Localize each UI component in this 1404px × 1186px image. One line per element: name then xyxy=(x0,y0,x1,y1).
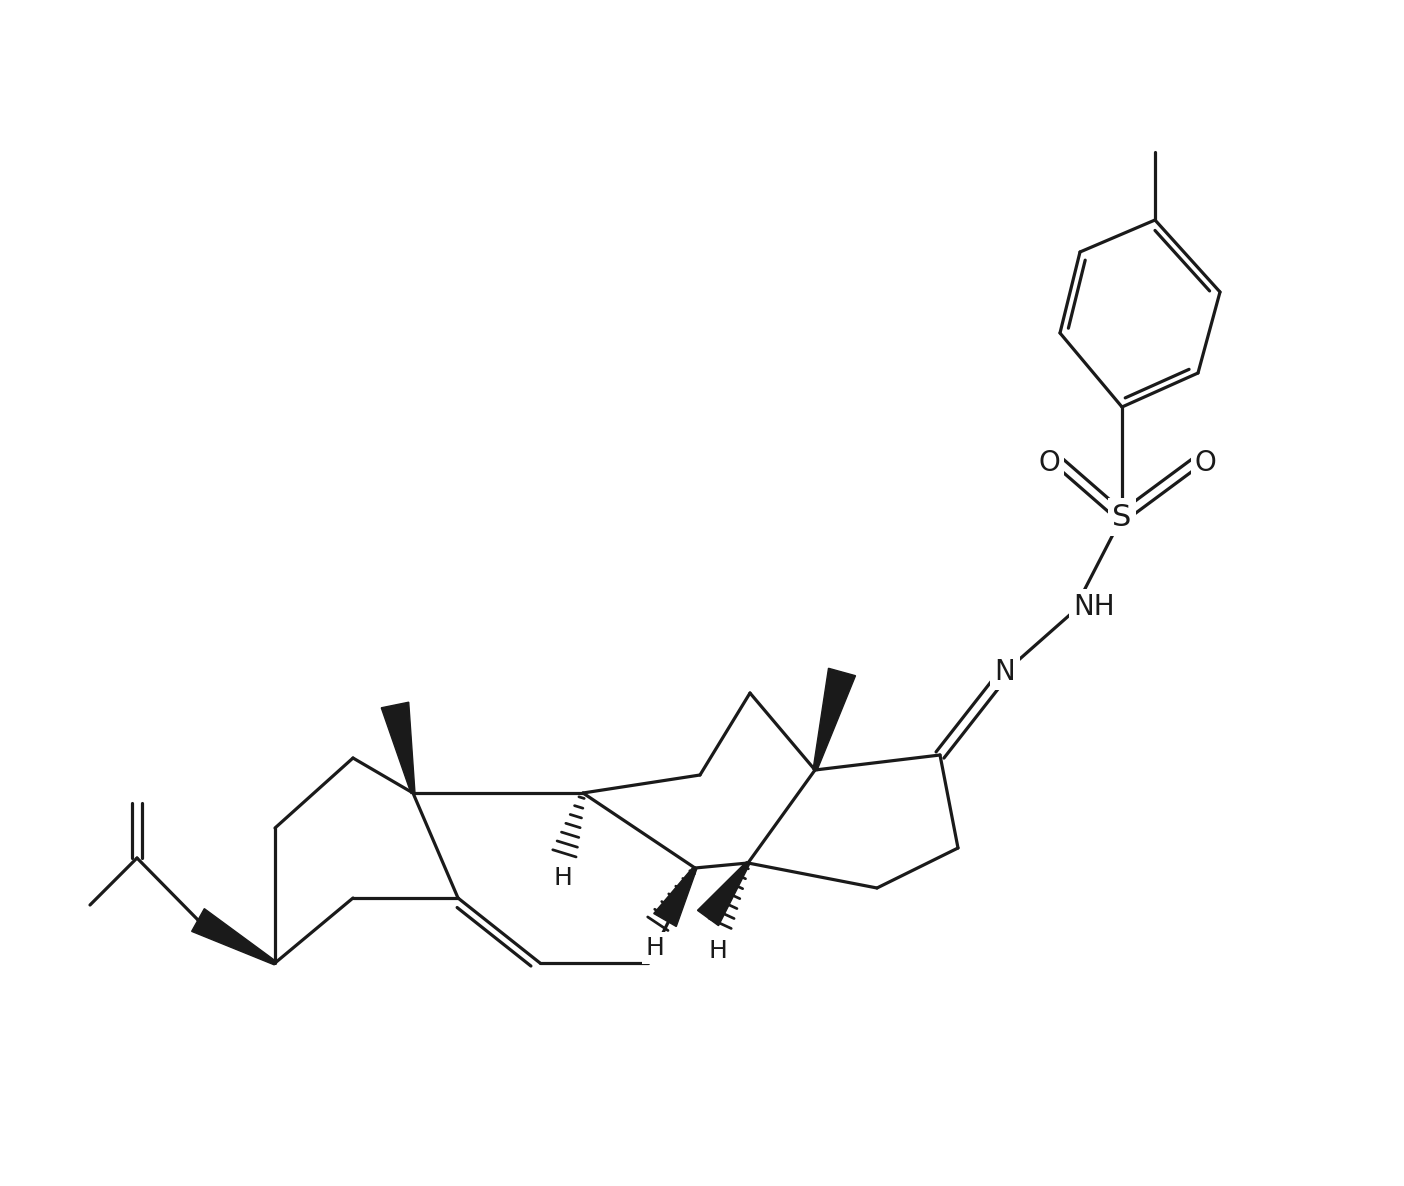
Polygon shape xyxy=(654,867,696,926)
Text: O: O xyxy=(1195,449,1217,477)
Text: NH: NH xyxy=(1073,593,1115,621)
Text: H: H xyxy=(553,866,573,890)
Text: S: S xyxy=(1112,503,1132,531)
Text: H: H xyxy=(709,939,727,963)
Polygon shape xyxy=(192,908,277,964)
Polygon shape xyxy=(698,862,750,925)
Text: H: H xyxy=(646,936,664,959)
Polygon shape xyxy=(813,668,855,771)
Text: O: O xyxy=(1038,449,1060,477)
Text: N: N xyxy=(994,658,1015,686)
Polygon shape xyxy=(382,702,416,793)
